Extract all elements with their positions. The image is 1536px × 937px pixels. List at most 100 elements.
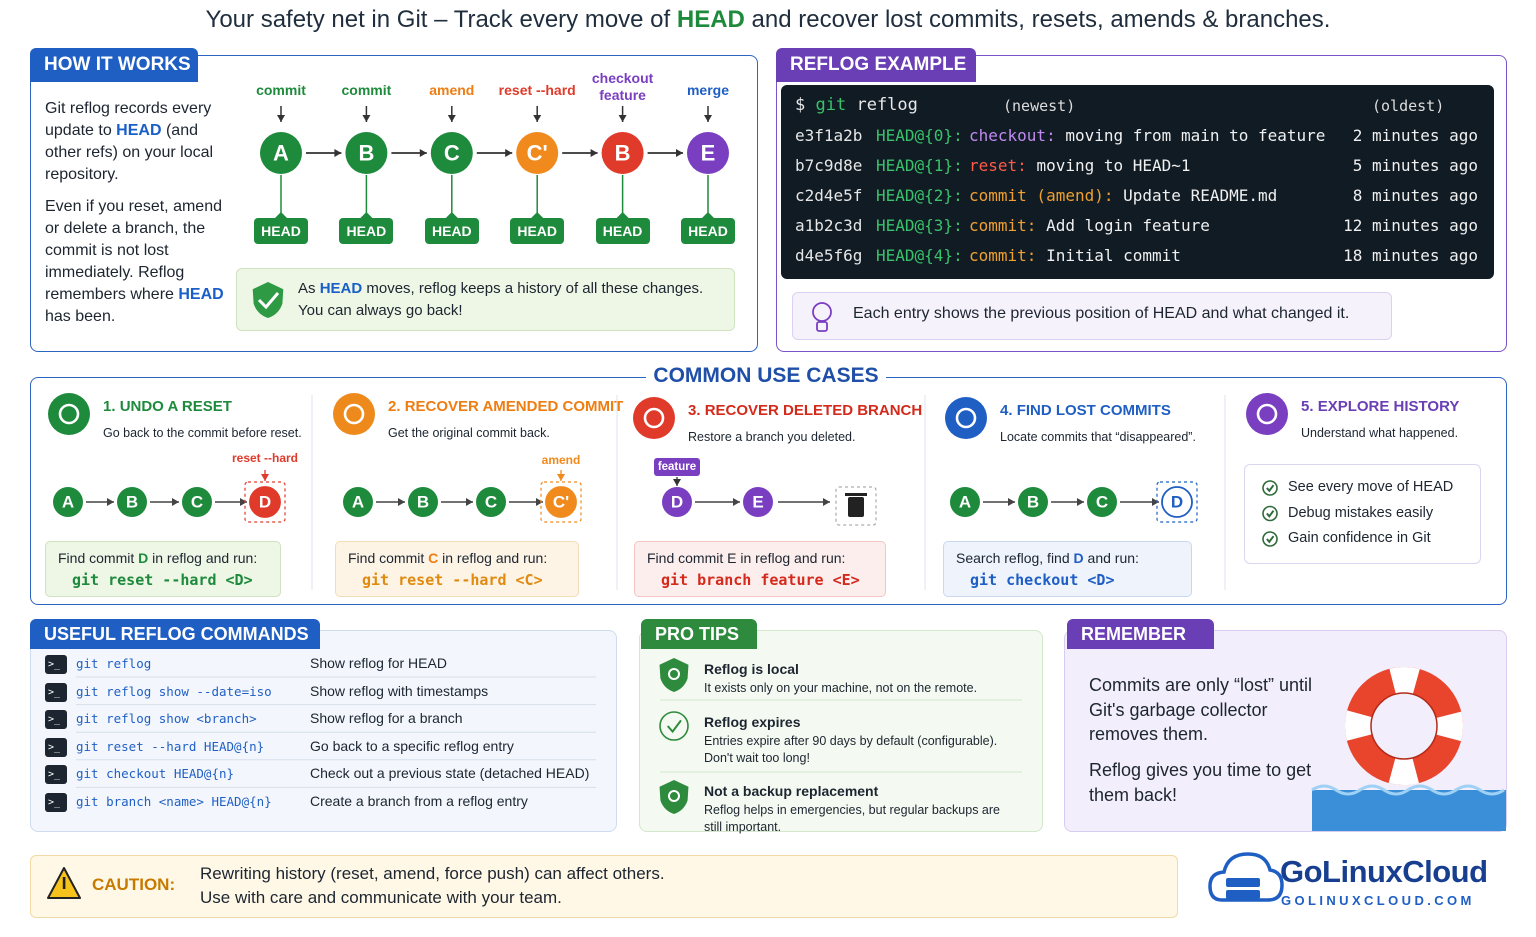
find-box: [45, 541, 281, 597]
commit-hash: b7c9d8e: [795, 156, 863, 175]
command-description: Create a branch from a reflog entry: [310, 793, 528, 809]
reflog-ref: HEAD@{1}:: [876, 156, 963, 175]
caution-label: CAUTION:: [92, 875, 176, 894]
reflog-time: 5 minutes ago: [1352, 156, 1478, 175]
reflog-action: reset:: [969, 156, 1027, 175]
command-description: Show reflog for a branch: [310, 710, 463, 727]
use-cases-heading: COMMON USE CASES: [646, 364, 886, 390]
reflog-action: checkout:: [969, 126, 1056, 145]
reflog-message: moving from main to feature: [1065, 126, 1326, 145]
case-title: 1. UNDO A RESET: [103, 398, 363, 418]
command-text: git branch <name> HEAD@{n}: [76, 794, 272, 809]
space: [1056, 126, 1066, 145]
reflog-time: 8 minutes ago: [1352, 186, 1478, 205]
case-title: 2. RECOVER AMENDED COMMIT: [388, 398, 648, 418]
text: and run:: [1083, 550, 1139, 566]
terminal-command: $ git reflog: [795, 95, 995, 117]
head-tag: HEAD: [424, 218, 479, 244]
argument: reflog: [856, 95, 918, 115]
tip-text: Reflog helps in emergencies, but regular…: [704, 803, 1001, 834]
highlight: D: [1073, 550, 1084, 566]
case-number: 4.: [1000, 402, 1013, 419]
reflog-entry: commit (amend): Update README.md: [969, 186, 1329, 208]
terminal-icon: >_: [45, 682, 67, 702]
caution-line: Use with care and communicate with your …: [200, 888, 562, 907]
command-text: git reflog: [76, 656, 152, 671]
reflog-entry: checkout: moving from main to feature: [969, 126, 1329, 148]
remember-line: Commits are only “lost” until Git's garb…: [1089, 675, 1313, 744]
reflog-time: 12 minutes ago: [1343, 216, 1478, 235]
case-subtitle: Locate commits that “disappeared”.: [1000, 430, 1196, 444]
terminal-icon: >_: [45, 655, 67, 674]
brand-cloud: [1208, 852, 1284, 902]
commands-panel: [30, 630, 617, 832]
reflog-time: 2 minutes ago: [1352, 126, 1478, 145]
command-description: Show reflog with timestamps: [310, 682, 489, 699]
find-command: git reset --hard <D>: [72, 571, 253, 589]
text: Find commit: [58, 550, 139, 566]
reflog-message: Add login feature: [1046, 216, 1210, 235]
text: (and other refs) on your local repositor…: [45, 122, 214, 183]
head-tag: HEAD: [595, 218, 650, 244]
branch-tag: feature: [654, 458, 700, 476]
case-title: 5. EXPLORE HISTORY: [1301, 398, 1536, 418]
reflog-action: commit (amend):: [969, 186, 1114, 205]
find-text: Find commit D in reflog and run:: [58, 550, 274, 566]
tip-text: It exists only on your machine, not on t…: [704, 681, 978, 695]
caution-line: Rewriting history (reset, amend, force p…: [200, 864, 665, 883]
reflog-note: [792, 292, 1392, 340]
text: and recover lost commits, resets, amends…: [744, 6, 1331, 33]
space: [1114, 186, 1124, 205]
case-title: 3. RECOVER DELETED BRANCH: [688, 402, 948, 422]
text: has been.: [45, 308, 116, 325]
text: Git reflog records every update to: [45, 100, 212, 139]
section-tab: PRO TIPS: [641, 619, 757, 649]
highlight: HEAD: [178, 286, 224, 303]
step-action: commit: [341, 82, 392, 98]
caution-bar: [30, 855, 1178, 918]
oldest-label: (oldest): [1372, 97, 1445, 115]
brand-server: [1226, 890, 1260, 899]
text-block: Even if you reset, amend or delete a bra…: [45, 196, 227, 328]
highlight: HEAD: [116, 122, 162, 139]
case-marker: amend: [541, 453, 581, 467]
find-text: Search reflog, find D and run:: [956, 550, 1185, 566]
case-number: 5.: [1301, 398, 1314, 415]
case-subtitle: Understand what happened.: [1301, 426, 1459, 440]
head-tag: HEAD: [254, 218, 308, 244]
checklist-item: Gain confidence in Git: [1288, 530, 1431, 546]
step-action: reset --hard: [498, 82, 576, 98]
find-command: git reset --hard <C>: [362, 571, 543, 589]
terminal-icon: >_: [45, 793, 67, 812]
space: [805, 95, 815, 115]
find-box: [634, 541, 886, 597]
reflog-entry: commit: Initial commit: [969, 246, 1329, 268]
step-action: merge: [686, 82, 730, 98]
checklist-item: Debug mistakes easily: [1288, 504, 1434, 521]
space: [1027, 156, 1037, 175]
reflog-message: Update README.md: [1123, 186, 1278, 205]
section-tab: USEFUL REFLOG COMMANDS: [30, 619, 320, 649]
case-title: 4. FIND LOST COMMITS: [1000, 402, 1260, 422]
reflog-message: moving to HEAD~1: [1036, 156, 1191, 175]
reflog-entry: reset: moving to HEAD~1: [969, 156, 1329, 178]
head-tag: HEAD: [510, 218, 565, 244]
brand-name: GoLinuxCloud: [1280, 854, 1488, 889]
case-subtitle: Restore a branch you deleted.: [688, 430, 856, 444]
note-text: Each entry shows the previous position o…: [853, 305, 1350, 322]
command-text: git reflog show <branch>: [76, 711, 257, 727]
find-box: [335, 541, 579, 597]
note-line: You can always go back!: [298, 302, 463, 319]
commit-hash: a1b2c3d: [795, 216, 863, 235]
command: git: [815, 95, 847, 115]
prompt: $: [795, 95, 806, 115]
find-text: Find commit E in reflog and run:: [647, 550, 879, 566]
reflog-ref: HEAD@{0}:: [876, 126, 963, 145]
commit-hash: c2d4e5f: [795, 186, 863, 205]
highlight: D: [138, 550, 149, 566]
text-block: Git reflog records every update to HEAD …: [45, 98, 225, 186]
reflog-action: commit:: [969, 216, 1037, 235]
case-number: 3.: [688, 402, 701, 419]
case-subtitle: Go back to the commit before reset.: [103, 426, 302, 440]
